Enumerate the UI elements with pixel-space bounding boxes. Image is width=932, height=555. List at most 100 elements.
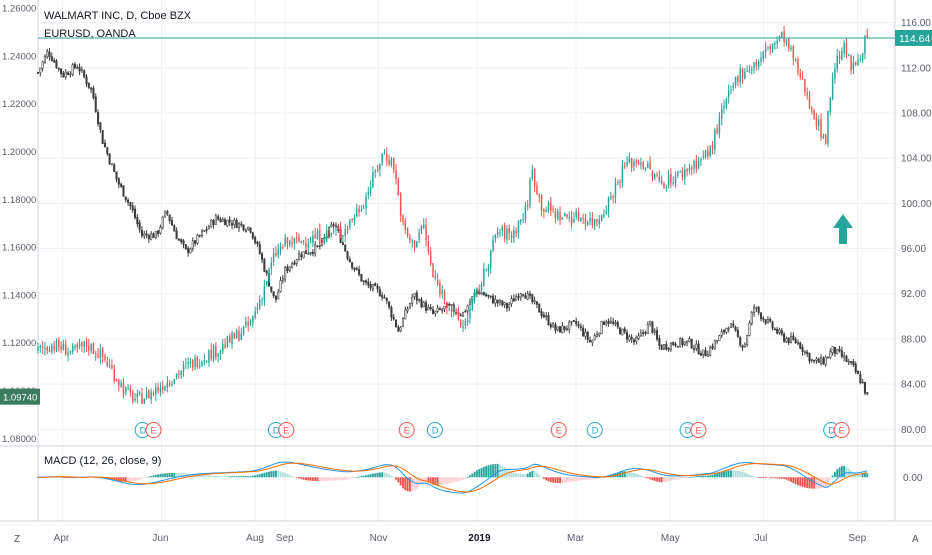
wmt-candle (37, 346, 39, 351)
macd-histogram-bar (339, 477, 342, 481)
macd-histogram-bar (665, 477, 668, 482)
eurusd-candle (214, 215, 217, 225)
eurusd-candle (106, 147, 109, 154)
right-tick-label: 92.00 (901, 289, 926, 300)
wmt-candle (356, 209, 358, 217)
macd-histogram-bar (572, 477, 575, 482)
macd-histogram-bar (321, 477, 324, 481)
wmt-candle (681, 170, 684, 178)
macd-histogram-bar (642, 476, 645, 478)
eurusd-candle (736, 330, 739, 337)
wmt-candle (739, 67, 741, 82)
macd-histogram-bar (353, 477, 356, 479)
macd-histogram-bar (127, 477, 130, 482)
wmt-candle (39, 345, 42, 348)
macd-line (37, 461, 868, 494)
wmt-candle (99, 348, 102, 358)
wmt-candle (531, 169, 534, 179)
right-tick-label: 96.00 (901, 244, 926, 255)
macd-histogram-bar (217, 476, 220, 478)
eurusd-candle (221, 219, 224, 222)
last-price-tag (895, 29, 932, 46)
macd-histogram-bar (833, 471, 836, 478)
wmt-candle (838, 56, 841, 59)
auto-scale-button[interactable]: A (912, 534, 919, 545)
wmt-candle (559, 211, 561, 221)
wmt-candle (824, 133, 827, 144)
eurusd-candle (210, 219, 213, 228)
wmt-candle (101, 347, 104, 357)
eurusd-candle (485, 294, 488, 297)
wmt-candle (603, 214, 605, 217)
eurusd-candle (716, 340, 719, 342)
eurusd-candle (540, 311, 543, 316)
macd-histogram-bar (365, 475, 367, 478)
eurusd-candle (706, 354, 709, 357)
wmt-candle (589, 217, 591, 221)
eurusd-candle (538, 303, 541, 313)
macd-histogram-bar (489, 464, 492, 478)
macd-histogram-bar (152, 475, 155, 478)
wmt-candle (543, 209, 545, 212)
wmt-candle (67, 352, 69, 356)
eurusd-candle (561, 325, 564, 334)
right-tick-label: 116.00 (901, 18, 931, 29)
macd-histogram-bar (633, 472, 635, 478)
wmt-candle (811, 107, 813, 112)
time-axis-label: Sep (276, 533, 294, 544)
macd-histogram-bar (596, 477, 598, 480)
eurusd-candle (787, 337, 790, 343)
eurusd-candle (741, 345, 744, 348)
wmt-candle (794, 59, 797, 61)
eurusd-candle (838, 348, 841, 352)
wmt-candle (201, 361, 203, 366)
macd-histogram-bar (524, 474, 527, 478)
eurusd-candle (725, 327, 728, 333)
macd-histogram-bar (464, 477, 467, 479)
macd-histogram-bar (422, 477, 425, 483)
wmt-candle (365, 195, 367, 209)
wmt-candle (282, 246, 284, 248)
eurusd-candle (542, 314, 545, 318)
macd-histogram-bar (129, 477, 132, 482)
wmt-candle (621, 165, 624, 183)
wmt-candle (642, 161, 644, 169)
wmt-candle (471, 300, 473, 310)
wmt-candle (138, 392, 141, 394)
eurusd-candle (635, 337, 638, 342)
wmt-candle (480, 284, 483, 291)
wmt-candle (330, 233, 333, 235)
wmt-candle (651, 170, 654, 178)
wmt-candle (275, 253, 277, 256)
eurusd-candle (528, 293, 532, 296)
wmt-candle (852, 62, 855, 70)
wmt-candle (723, 105, 725, 109)
macd-histogram-bar (478, 469, 481, 478)
wmt-candle (753, 62, 755, 69)
macd-histogram-bar (857, 473, 859, 478)
wmt-candle (423, 224, 425, 228)
eurusd-candle (582, 327, 585, 337)
eurusd-candle (226, 219, 229, 227)
eurusd-candle (690, 339, 693, 349)
macd-histogram-bar (522, 474, 525, 478)
eurusd-candle (653, 330, 656, 333)
macd-histogram-bar (496, 463, 499, 478)
macd-histogram-bar (813, 477, 816, 489)
wmt-candle (702, 156, 704, 158)
wmt-candle (829, 98, 832, 112)
event-marker-label: E (839, 426, 845, 436)
wmt-candle (342, 235, 344, 237)
eurusd-candle (796, 341, 799, 345)
macd-histogram-bar (120, 477, 123, 482)
eurusd-candle (441, 309, 444, 311)
eurusd-candle (704, 350, 707, 357)
macd-histogram-bar (639, 475, 642, 478)
timezone-button[interactable]: Z (14, 534, 21, 545)
macd-histogram-bar (249, 476, 252, 478)
macd-histogram-bar (529, 472, 531, 478)
eurusd-candle (533, 300, 536, 303)
eurusd-candle (602, 321, 605, 326)
